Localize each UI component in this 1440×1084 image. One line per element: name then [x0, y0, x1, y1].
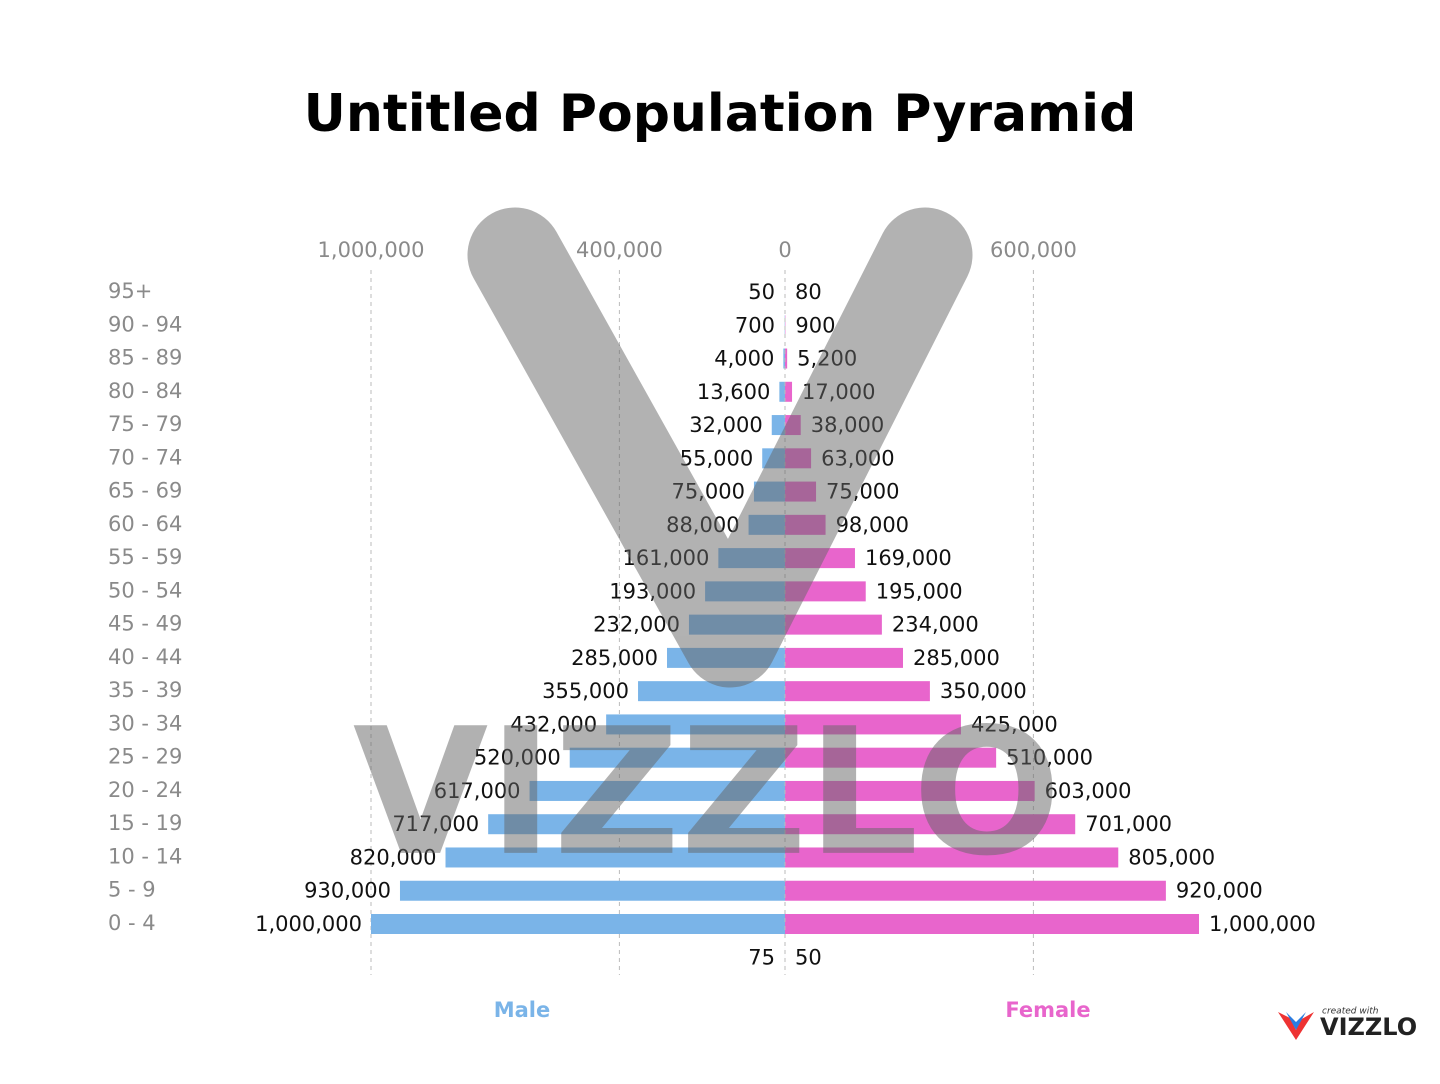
bar [779, 382, 785, 402]
category-label: 30 - 34 [108, 711, 182, 735]
value-label: 195,000 [876, 579, 963, 603]
category-label: 80 - 84 [108, 379, 182, 403]
value-label: 169,000 [865, 546, 952, 570]
bar [785, 648, 903, 668]
value-label: 900 [795, 313, 835, 337]
category-label: 20 - 24 [108, 778, 182, 802]
value-label: 75 [748, 945, 775, 969]
category-label: 25 - 29 [108, 745, 182, 769]
legend-label: Female [1005, 998, 1090, 1022]
value-label: 4,000 [714, 347, 774, 371]
value-label: 50 [795, 945, 822, 969]
legend-label: Male [494, 998, 551, 1022]
category-label: 85 - 89 [108, 346, 182, 370]
category-label: 90 - 94 [108, 312, 182, 336]
chart-title: Untitled Population Pyramid [304, 84, 1137, 144]
value-label: 13,600 [697, 380, 770, 404]
category-label: 70 - 74 [108, 445, 182, 469]
x-tick-label: 0 [778, 238, 791, 262]
value-label: 285,000 [571, 646, 658, 670]
category-label: 50 - 54 [108, 578, 182, 602]
category-label: 0 - 4 [108, 911, 156, 935]
category-label: 60 - 64 [108, 512, 182, 536]
category-label: 65 - 69 [108, 479, 182, 503]
category-label: 35 - 39 [108, 678, 182, 702]
value-label: 805,000 [1128, 845, 1215, 869]
category-label: 10 - 14 [108, 844, 182, 868]
value-label: 234,000 [892, 613, 979, 637]
x-tick-label: 1,000,000 [318, 238, 425, 262]
value-label: 1,000,000 [255, 912, 362, 936]
category-label: 15 - 19 [108, 811, 182, 835]
value-label: 80 [795, 280, 822, 304]
category-label: 40 - 44 [108, 645, 182, 669]
bar [785, 615, 882, 635]
value-label: 98,000 [836, 513, 909, 537]
x-tick-label: 400,000 [576, 238, 663, 262]
value-label: 32,000 [689, 413, 762, 437]
value-label: 50 [748, 280, 775, 304]
value-label: 1,000,000 [1209, 912, 1316, 936]
bar [371, 914, 785, 934]
value-label: 55,000 [680, 446, 753, 470]
value-label: 285,000 [913, 646, 1000, 670]
watermark-text: VIZZLO [353, 692, 1061, 895]
value-label: 920,000 [1176, 879, 1263, 903]
value-label: 701,000 [1085, 812, 1172, 836]
category-label: 95+ [108, 279, 152, 303]
category-label: 55 - 59 [108, 545, 182, 569]
brand-name: VIZZLO [1320, 1013, 1417, 1041]
category-label: 45 - 49 [108, 612, 182, 636]
bar [785, 914, 1199, 934]
bar [785, 382, 792, 402]
category-label: 75 - 79 [108, 412, 182, 436]
x-tick-label: 600,000 [990, 238, 1077, 262]
category-label: 5 - 9 [108, 878, 156, 902]
value-label: 700 [735, 313, 775, 337]
